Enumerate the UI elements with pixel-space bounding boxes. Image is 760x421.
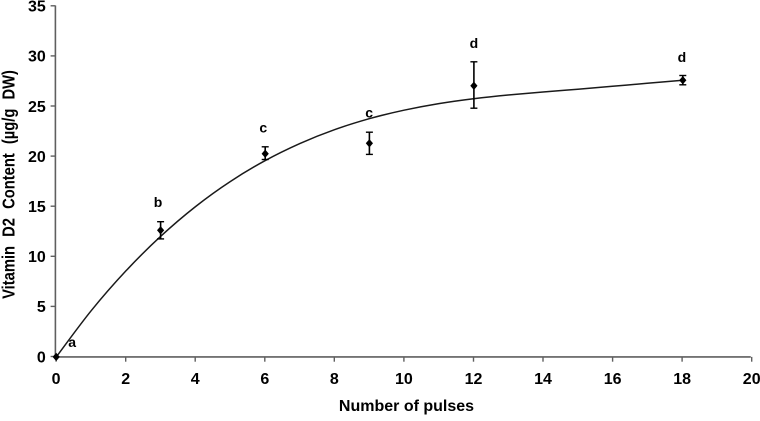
svg-text:6: 6 [260,371,269,388]
svg-text:35: 35 [28,0,46,16]
svg-text:20: 20 [743,371,760,388]
svg-text:Number of pulses: Number of pulses [339,398,474,415]
svg-text:a: a [68,334,76,350]
svg-text:18: 18 [673,371,691,388]
svg-text:30: 30 [28,49,46,66]
svg-text:14: 14 [534,371,552,388]
svg-text:8: 8 [330,371,339,388]
svg-text:10: 10 [28,249,46,266]
svg-text:4: 4 [191,371,200,388]
svg-text:20: 20 [28,149,46,166]
svg-text:b: b [154,194,163,210]
svg-text:d: d [470,35,479,51]
svg-text:15: 15 [28,199,46,216]
svg-text:2: 2 [121,371,130,388]
svg-text:12: 12 [465,371,483,388]
svg-text:0: 0 [37,349,46,366]
svg-text:16: 16 [604,371,622,388]
svg-text:Vitamin D2 Content (µg/g DW): Vitamin D2 Content (µg/g DW) [0,70,19,299]
svg-text:d: d [678,49,687,65]
svg-text:5: 5 [37,299,46,316]
svg-text:10: 10 [395,371,413,388]
svg-text:0: 0 [52,371,61,388]
svg-text:c: c [365,105,373,121]
svg-text:c: c [259,119,267,135]
svg-text:25: 25 [28,99,46,116]
